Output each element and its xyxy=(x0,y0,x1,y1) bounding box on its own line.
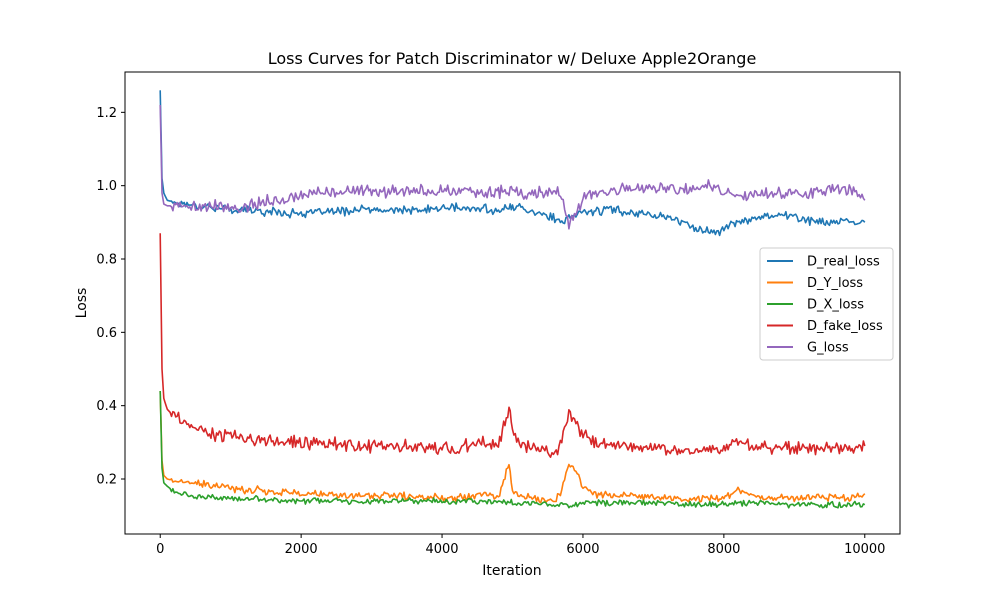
y-tick-label: 0.6 xyxy=(96,326,117,341)
y-tick-label: 1.0 xyxy=(96,179,117,194)
y-tick-label: 1.2 xyxy=(96,106,117,121)
x-tick-label: 0 xyxy=(156,542,164,557)
x-tick-label: 10000 xyxy=(844,542,885,557)
axes-frame xyxy=(124,71,901,535)
y-axis-label: Loss xyxy=(74,288,90,319)
x-tick-label: 8000 xyxy=(707,542,740,557)
legend-label-d-fake-loss: D_fake_loss xyxy=(807,319,883,334)
x-axis-label: Iteration xyxy=(482,563,541,579)
y-tick-label: 0.8 xyxy=(96,253,117,268)
x-tick-label: 2000 xyxy=(285,542,318,557)
series-line-d-x-loss xyxy=(159,390,866,509)
legend-label-g-loss: G_loss xyxy=(807,341,849,356)
legend: D_real_loss D_Y_loss D_X_loss D_fake_loss G_… xyxy=(759,247,894,361)
series-line-d-y-loss xyxy=(159,390,866,504)
x-tick-label: 6000 xyxy=(566,542,599,557)
y-tick-label: 0.4 xyxy=(96,399,117,414)
plot-area: 0 2000 4000 6000 8000 10000 0.2 0.4 0.6 0.8 1.0 1.2… xyxy=(96,71,901,557)
legend-label-d-x-loss: D_X_loss xyxy=(807,298,864,313)
legend-label-d-y-loss: D_Y_loss xyxy=(807,276,863,291)
series-line-d-fake-loss xyxy=(159,233,866,459)
series-line-g-loss xyxy=(159,104,866,230)
legend-box xyxy=(759,247,894,361)
legend-label-d-real-loss: D_real_loss xyxy=(807,255,880,270)
series-line-d-real-loss xyxy=(159,90,866,237)
y-tick-label: 0.2 xyxy=(96,473,117,488)
x-tick-label: 4000 xyxy=(425,542,458,557)
chart-title: Loss Curves for Patch Discriminator w/ D… xyxy=(268,49,757,68)
